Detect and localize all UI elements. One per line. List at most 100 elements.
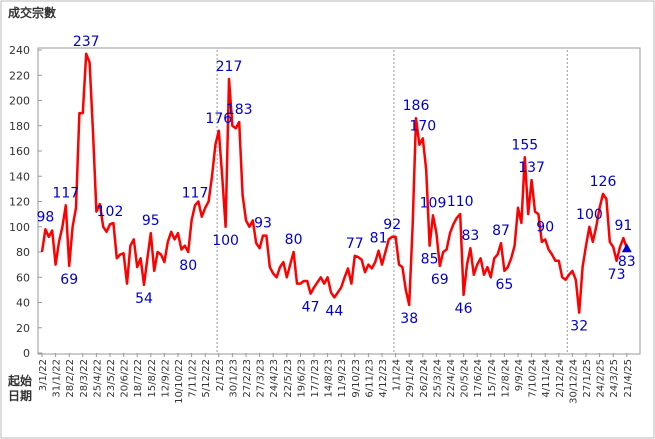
x-tick-label: 4/12/23 — [378, 359, 389, 398]
x-tick-label: 2/1/23 — [215, 359, 226, 391]
value-label: 46 — [455, 301, 473, 317]
x-tick-label: 7/11/22 — [188, 359, 199, 398]
value-label: 92 — [383, 217, 401, 233]
x-tick-label: 2/12/24 — [555, 359, 566, 398]
x-tick-label: 17/6/24 — [473, 359, 484, 398]
x-tick-label: 10/10/22 — [174, 359, 185, 404]
y-tick-label: 80 — [16, 246, 30, 259]
value-label: 176 — [205, 111, 232, 127]
value-label: 69 — [431, 272, 449, 288]
value-label: 81 — [370, 231, 388, 247]
x-tick-label: 26/2/24 — [419, 359, 430, 398]
value-label: 126 — [590, 174, 617, 190]
value-label: 83 — [461, 228, 479, 244]
x-tick-label: 24/2/25 — [596, 359, 607, 398]
value-label: 110 — [447, 194, 474, 210]
value-label: 77 — [346, 236, 364, 252]
value-label: 73 — [608, 267, 626, 283]
value-label: 155 — [511, 137, 538, 153]
x-tick-label: 27/1/25 — [582, 359, 593, 398]
x-tick-label: 5/12/22 — [201, 359, 212, 398]
x-tick-label: 15/8/22 — [147, 359, 158, 398]
x-tick-label: 9/9/24 — [514, 359, 525, 391]
x-tick-label: 11/9/23 — [337, 359, 348, 398]
x-tick-label: 27/2/23 — [242, 359, 253, 398]
y-tick-label: 120 — [9, 196, 30, 209]
value-label: 80 — [179, 258, 197, 274]
x-tick-label: 15/7/24 — [487, 359, 498, 398]
x-tick-label: 28/3/22 — [79, 359, 90, 398]
plot-area — [37, 47, 641, 355]
x-tick-label: 9/10/23 — [351, 359, 362, 398]
value-label: 38 — [400, 311, 418, 327]
y-tick-label: 140 — [9, 170, 30, 183]
value-label: 95 — [142, 213, 160, 229]
value-label: 137 — [518, 160, 545, 176]
x-tick-label: 4/11/24 — [541, 359, 552, 398]
x-tick-label: 6/11/23 — [364, 359, 375, 398]
value-label: 93 — [254, 216, 272, 232]
x-tick-label: 23/5/22 — [106, 359, 117, 398]
x-tick-label: 30/1/23 — [228, 359, 239, 398]
x-axis-label: 起始日期 — [8, 374, 33, 403]
value-label: 83 — [618, 254, 636, 270]
x-tick-label: 3/1/22 — [38, 359, 49, 391]
x-tick-label: 1/1/24 — [392, 359, 403, 391]
value-label: 102 — [97, 204, 124, 220]
y-tick-label: 180 — [9, 120, 30, 133]
value-label: 54 — [135, 291, 153, 307]
x-tick-label: 7/10/24 — [528, 359, 539, 398]
y-tick-label: 40 — [16, 297, 30, 310]
x-tick-label: 31/1/22 — [52, 359, 63, 398]
value-label: 91 — [614, 218, 632, 234]
y-tick-label: 160 — [9, 145, 30, 158]
x-tick-label: 28/2/22 — [65, 359, 76, 398]
y-tick-label: 100 — [9, 221, 30, 234]
value-label: 65 — [495, 277, 513, 293]
y-tick-label: 220 — [9, 69, 30, 82]
value-label: 170 — [409, 118, 436, 134]
value-label: 87 — [492, 223, 510, 239]
y-tick-label: 20 — [16, 322, 30, 335]
value-label: 32 — [570, 319, 588, 335]
value-label: 237 — [73, 34, 100, 50]
x-tick-label: 17/7/23 — [310, 359, 321, 398]
y-tick-label: 60 — [16, 271, 30, 284]
x-tick-label: 20/5/24 — [460, 359, 471, 398]
value-label: 100 — [576, 207, 603, 223]
value-label: 47 — [302, 300, 320, 316]
value-label: 69 — [60, 272, 78, 288]
value-label: 117 — [52, 185, 79, 201]
x-tick-label: 25/4/22 — [92, 359, 103, 398]
value-label: 98 — [36, 209, 54, 225]
y-tick-label: 0 — [23, 347, 30, 360]
x-tick-label: 14/8/23 — [324, 359, 335, 398]
value-label: 100 — [212, 233, 239, 249]
value-label: 183 — [226, 102, 253, 118]
value-label: 85 — [421, 252, 439, 268]
x-tick-label: 24/4/23 — [269, 359, 280, 398]
x-tick-label: 25/3/24 — [432, 359, 443, 398]
x-tick-label: 18/7/22 — [133, 359, 144, 398]
y-tick-label: 240 — [9, 44, 30, 57]
value-label: 44 — [325, 303, 343, 319]
value-label: 80 — [285, 232, 303, 248]
x-tick-label: 20/6/22 — [120, 359, 131, 398]
value-label: 217 — [216, 59, 243, 75]
x-tick-label: 29/1/24 — [405, 359, 416, 398]
last-point-marker — [621, 243, 632, 253]
value-label: 109 — [420, 195, 447, 211]
data-line — [40, 52, 628, 314]
value-label: 117 — [182, 185, 209, 201]
x-tick-label: 22/4/24 — [446, 359, 457, 398]
x-tick-label: 12/9/22 — [160, 359, 171, 398]
x-tick-label: 30/12/24 — [568, 359, 579, 404]
x-tick-label: 19/6/23 — [296, 359, 307, 398]
x-tick-label: 24/3/25 — [609, 359, 620, 398]
x-tick-label: 27/3/23 — [256, 359, 267, 398]
x-tick-label: 12/8/24 — [500, 359, 511, 398]
value-label: 186 — [403, 98, 430, 114]
chart-title: 成交宗數 — [8, 5, 56, 20]
